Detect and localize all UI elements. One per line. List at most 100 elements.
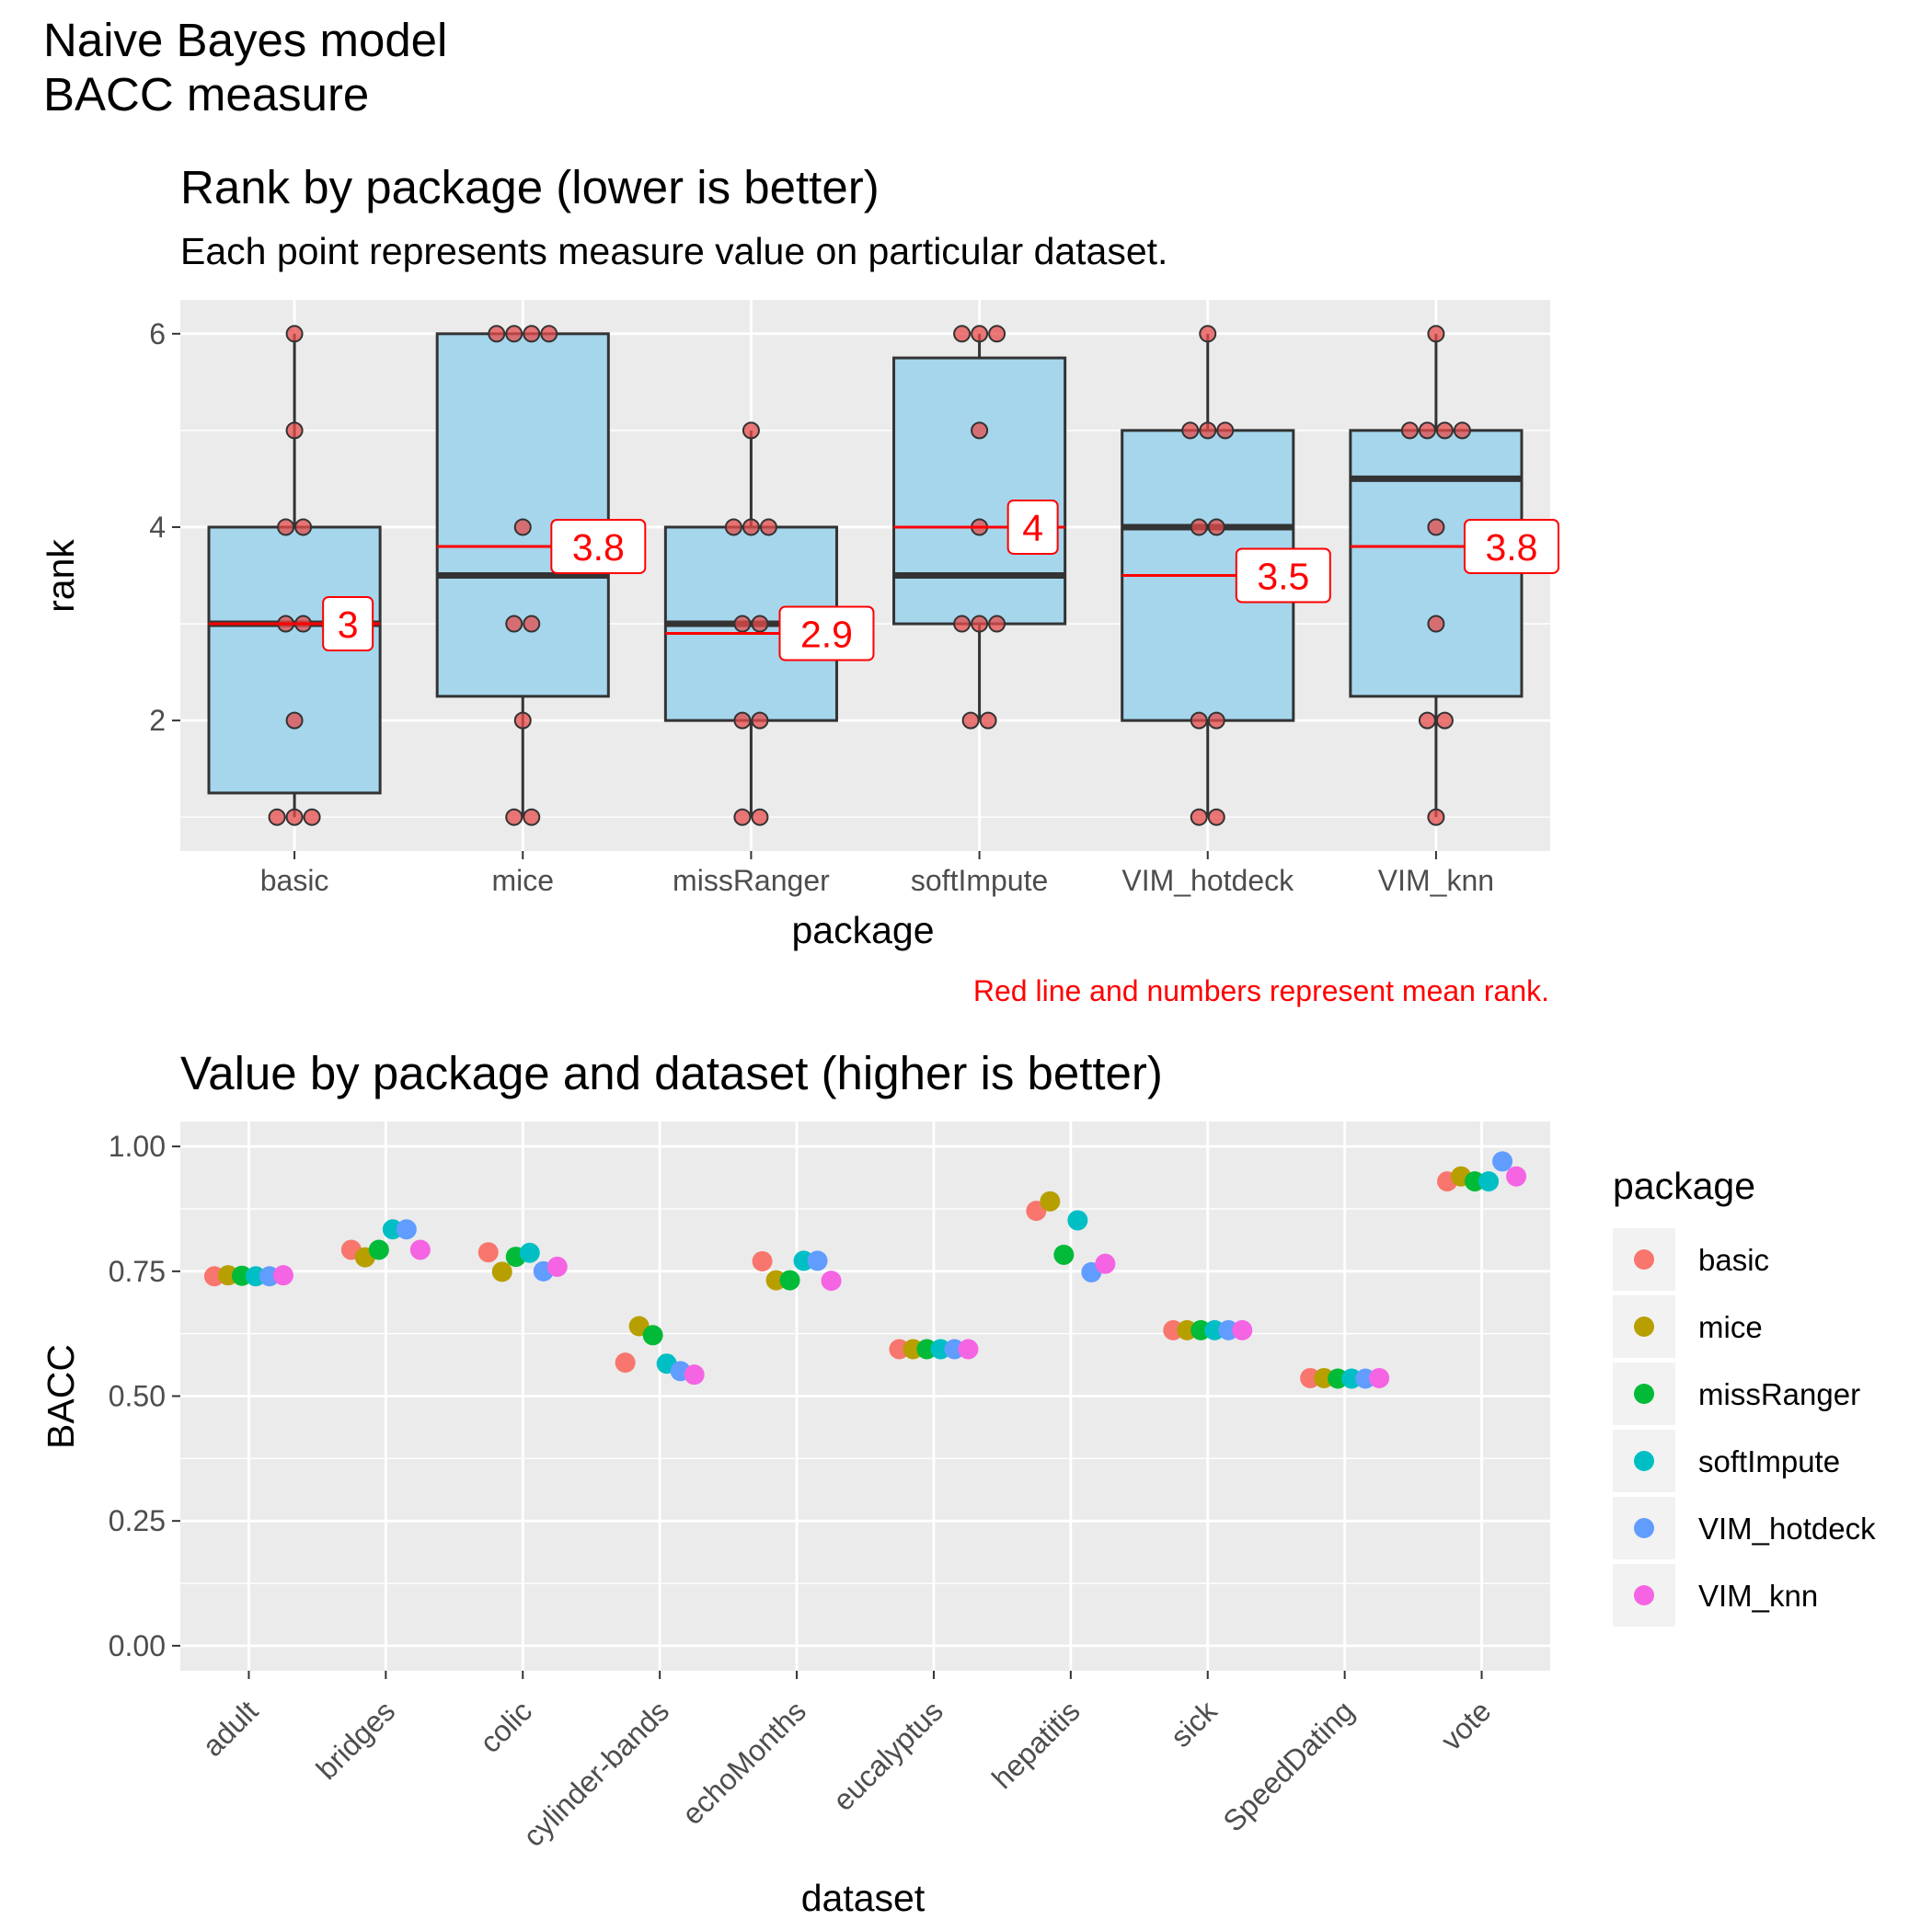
- rank-point: [540, 325, 558, 343]
- mean-label-box: [550, 518, 647, 574]
- mean-rank-caption: Red line and numbers represent mean rank…: [973, 974, 1549, 1007]
- rank-point: [285, 711, 304, 730]
- rank-point: [1427, 325, 1445, 343]
- point-VIM_hotdeck: [396, 1219, 417, 1240]
- rank-point: [285, 808, 304, 826]
- rank-plot-title: Rank by package (lower is better): [180, 161, 880, 213]
- point-VIM_knn: [821, 1271, 842, 1292]
- rank-point: [742, 421, 760, 440]
- rank-point: [724, 518, 742, 536]
- rank-points: [268, 325, 1471, 826]
- rank-point: [294, 518, 313, 536]
- rank-point: [751, 615, 769, 633]
- legend-key-VIM_knn: [1634, 1585, 1654, 1605]
- legend-key-mice: [1634, 1317, 1654, 1337]
- point-softImpute: [1067, 1210, 1088, 1231]
- mean-label-box: [1463, 518, 1559, 574]
- value-y-axis-title: BACC: [40, 1344, 82, 1449]
- rank-point: [1207, 711, 1225, 730]
- value-x-tick-label: bridges: [310, 1694, 402, 1786]
- rank-point: [1216, 421, 1235, 440]
- value-x-tick-label: vote: [1434, 1694, 1497, 1756]
- value-x-tick-label: eucalyptus: [826, 1694, 949, 1817]
- mean-label: 3.8: [1485, 526, 1537, 569]
- legend-label: mice: [1698, 1310, 1763, 1344]
- model-title: Naive Bayes model: [43, 14, 447, 66]
- point-VIM_knn: [684, 1364, 705, 1386]
- point-missRanger: [642, 1325, 663, 1346]
- rank-point: [523, 325, 541, 343]
- point-basic: [752, 1250, 773, 1271]
- rank-point: [1453, 421, 1471, 440]
- package-legend: package basic mice missRanger softImpute VIM…: [1613, 1165, 1876, 1627]
- mean-label: 3.5: [1257, 556, 1309, 598]
- rank-x-tick-label: mice: [491, 864, 554, 897]
- value-y-tick-label: 0.50: [109, 1380, 166, 1413]
- value-y-ticks: 0.00 0.25 0.50 0.75 1.00: [109, 1130, 180, 1662]
- legend-key-basic: [1634, 1249, 1654, 1270]
- value-y-tick-label: 0.00: [109, 1629, 166, 1662]
- rank-y-ticks: 2 4 6: [149, 317, 180, 737]
- rank-point: [1190, 518, 1208, 536]
- rank-point: [733, 808, 752, 826]
- measure-title: BACC measure: [43, 68, 369, 121]
- value-x-tick-label: colic: [473, 1694, 538, 1759]
- rank-point: [1400, 421, 1419, 440]
- rank-point: [285, 421, 304, 440]
- mean-label: 4: [1022, 507, 1043, 549]
- rank-x-tick-label: basic: [260, 864, 329, 897]
- rank-point: [742, 518, 760, 536]
- legend-key-missRanger: [1634, 1384, 1654, 1404]
- rank-means: 3 3.8 2.9 4 3.5 3.8: [209, 499, 1559, 661]
- rank-point: [953, 325, 972, 343]
- rank-x-tick-label: missRanger: [673, 864, 830, 897]
- legend-key-softImpute: [1634, 1451, 1654, 1471]
- mean-label: 3: [338, 604, 359, 646]
- rank-point: [285, 325, 304, 343]
- rank-point: [513, 518, 532, 536]
- rank-point: [1435, 421, 1454, 440]
- mean-label-box: [778, 605, 875, 661]
- rank-point: [505, 325, 523, 343]
- value-points: [203, 1151, 1527, 1389]
- mean-label-box: [322, 596, 374, 652]
- value-x-tick-label: hepatitis: [985, 1694, 1087, 1795]
- rank-plot-subtitle: Each point represents measure value on p…: [180, 230, 1167, 272]
- value-x-tick-label: echoMonths: [675, 1694, 812, 1831]
- rank-point: [1207, 808, 1225, 826]
- point-softImpute: [519, 1242, 540, 1263]
- legend-label: VIM_hotdeck: [1698, 1512, 1876, 1546]
- rank-point: [759, 518, 777, 536]
- value-y-tick-label: 1.00: [109, 1130, 166, 1163]
- rank-point: [971, 325, 989, 343]
- mean-label: 3.8: [572, 526, 625, 569]
- rank-point: [303, 808, 321, 826]
- rank-y-tick-label: 4: [149, 511, 166, 544]
- rank-point: [523, 808, 541, 826]
- rank-point: [1427, 615, 1445, 633]
- box-mice: [435, 332, 610, 698]
- box-basic: [207, 525, 382, 795]
- rank-point: [1181, 421, 1200, 440]
- point-VIM_hotdeck: [807, 1250, 828, 1271]
- value-x-tick-label: adult: [196, 1694, 265, 1763]
- legend-key-VIM_hotdeck: [1634, 1518, 1654, 1538]
- rank-point: [268, 808, 286, 826]
- rank-point: [277, 518, 295, 536]
- rank-point: [1190, 808, 1208, 826]
- value-x-tick-label: SpeedDating: [1216, 1694, 1360, 1837]
- value-y-tick-label: 0.75: [109, 1255, 166, 1288]
- rank-point: [1427, 808, 1445, 826]
- point-VIM_knn: [409, 1239, 431, 1260]
- bacc-scatter-panel: Value by package and dataset (higher is …: [40, 1047, 1876, 1919]
- rank-point: [513, 711, 532, 730]
- value-plot-title: Value by package and dataset (higher is …: [180, 1047, 1163, 1099]
- value-x-axis-title: dataset: [801, 1877, 926, 1919]
- point-VIM_knn: [1506, 1166, 1527, 1187]
- rank-point: [988, 615, 1006, 633]
- rank-x-tick-label: softImpute: [911, 864, 1048, 897]
- rank-point: [971, 421, 989, 440]
- point-missRanger: [368, 1239, 389, 1260]
- point-VIM_knn: [1095, 1253, 1116, 1274]
